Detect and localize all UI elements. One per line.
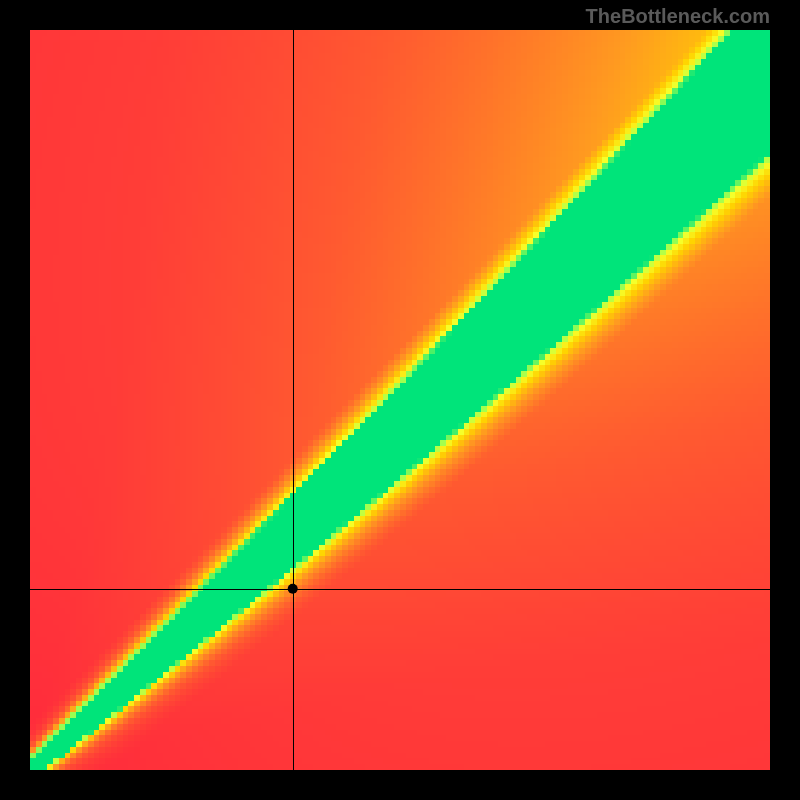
plot-area (30, 30, 770, 770)
heatmap-canvas (30, 30, 770, 770)
watermark-text: TheBottleneck.com (586, 6, 770, 29)
chart-container: TheBottleneck.com (0, 0, 800, 800)
